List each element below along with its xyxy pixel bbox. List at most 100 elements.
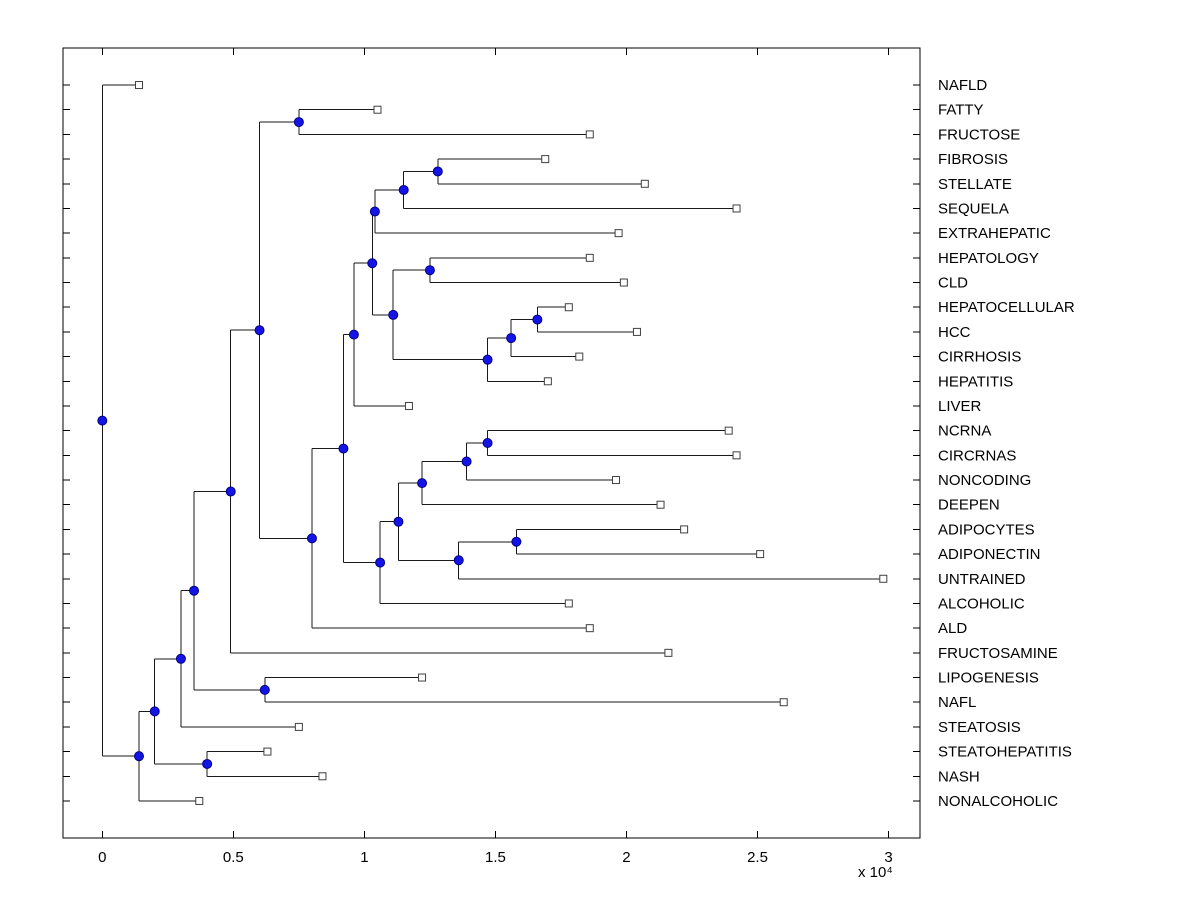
leaf-marker [263,747,272,756]
internal-node-marker [293,117,304,128]
leaf-label: EXTRAHEPATIC [938,225,1051,242]
internal-node-marker [506,333,517,344]
leaf-marker [404,401,413,410]
x-tick-label: 1.5 [485,849,506,866]
leaf-label: NCRNA [938,423,991,440]
leaf-marker [294,722,303,731]
leaf-marker [732,451,741,460]
leaf-label: UNTRAINED [938,571,1026,588]
leaf-label: STEATOSIS [938,719,1021,736]
internal-node-marker [175,653,186,664]
x-tick-label: 0.5 [223,849,244,866]
leaf-marker [585,130,594,139]
leaf-label: NAFL [938,694,976,711]
internal-node-marker [202,758,213,769]
leaf-label: ADIPONECTIN [938,546,1041,563]
internal-node-marker [532,314,543,325]
internal-node-marker [417,478,428,489]
leaf-label: DEEPEN [938,497,1000,514]
leaf-marker [318,772,327,781]
leaf-marker [756,550,765,559]
internal-node-marker [149,706,160,717]
leaf-marker [664,648,673,657]
leaf-label: ADIPOCYTES [938,521,1035,538]
leaf-marker [619,278,628,287]
leaf-marker [732,204,741,213]
leaf-marker [564,303,573,312]
leaf-marker [575,352,584,361]
x-tick-label: 0 [98,849,106,866]
leaf-label: CLD [938,275,968,292]
internal-node-marker [375,557,386,568]
internal-node-marker [338,443,349,454]
internal-node-marker [432,166,443,177]
x-tick-label: 1 [360,849,368,866]
root-node-marker [97,415,108,426]
leaf-marker [724,426,733,435]
leaf-label: NAFLD [938,77,987,94]
leaf-marker [614,229,623,238]
leaf-label: FATTY [938,102,984,119]
leaf-label: NONALCOHOLIC [938,793,1058,810]
internal-node-marker [225,486,236,497]
leaf-label: FIBROSIS [938,151,1008,168]
leaf-marker [611,476,620,485]
leaf-marker [779,698,788,707]
leaf-marker [135,81,144,90]
leaf-label: NASH [938,768,980,785]
internal-node-marker [424,265,435,276]
internal-node-marker [369,206,380,217]
leaf-label: FRUCTOSE [938,126,1020,143]
internal-node-marker [482,354,493,365]
leaf-marker [632,327,641,336]
internal-node-marker [254,325,265,336]
leaf-label: LIPOGENESIS [938,670,1039,687]
leaf-label: HEPATOCELLULAR [938,299,1075,316]
internal-node-marker [348,329,359,340]
leaf-marker [585,253,594,262]
internal-node-marker [189,585,200,596]
internal-node-marker [134,751,145,762]
leaf-marker [541,155,550,164]
leaf-label: FRUCTOSAMINE [938,645,1058,662]
internal-node-marker [482,438,493,448]
internal-node-marker [461,456,472,467]
leaf-marker [585,624,594,633]
x-tick-label: 3 [884,849,892,866]
leaf-label: SEQUELA [938,200,1009,217]
leaf-label: HEPATITIS [938,373,1013,390]
leaf-marker [564,599,573,608]
internal-node-marker [367,258,378,269]
internal-node-marker [306,533,317,544]
leaf-label: STELLATE [938,176,1012,193]
internal-node-marker [388,309,399,320]
leaf-label: CIRRHOSIS [938,349,1021,366]
leaf-marker [543,377,552,386]
internal-node-marker [259,684,270,695]
leaf-marker [879,574,888,583]
leaf-label: HCC [938,324,971,341]
internal-node-marker [398,184,409,195]
leaf-label: CIRCRNAS [938,447,1016,464]
leaf-marker [195,796,204,805]
leaf-label: NONCODING [938,472,1031,489]
leaf-marker [418,673,427,682]
axis-box [62,47,921,839]
leaf-label: ALCOHOLIC [938,595,1025,612]
leaf-label: ALD [938,620,967,637]
leaf-label: LIVER [938,398,982,415]
leaf-label: STEATOHEPATITIS [938,744,1072,761]
internal-node-marker [511,536,522,547]
leaf-label: HEPATOLOGY [938,250,1039,267]
x-tick-label: 2 [622,849,630,866]
leaf-marker [640,179,649,188]
leaf-marker [656,500,665,509]
leaf-marker [373,105,382,114]
internal-node-marker [393,516,404,527]
x-axis-multiplier-label: x 10⁴ [858,864,893,881]
internal-node-marker [453,555,464,566]
leaf-marker [680,525,689,534]
x-tick-label: 2.5 [747,849,768,866]
